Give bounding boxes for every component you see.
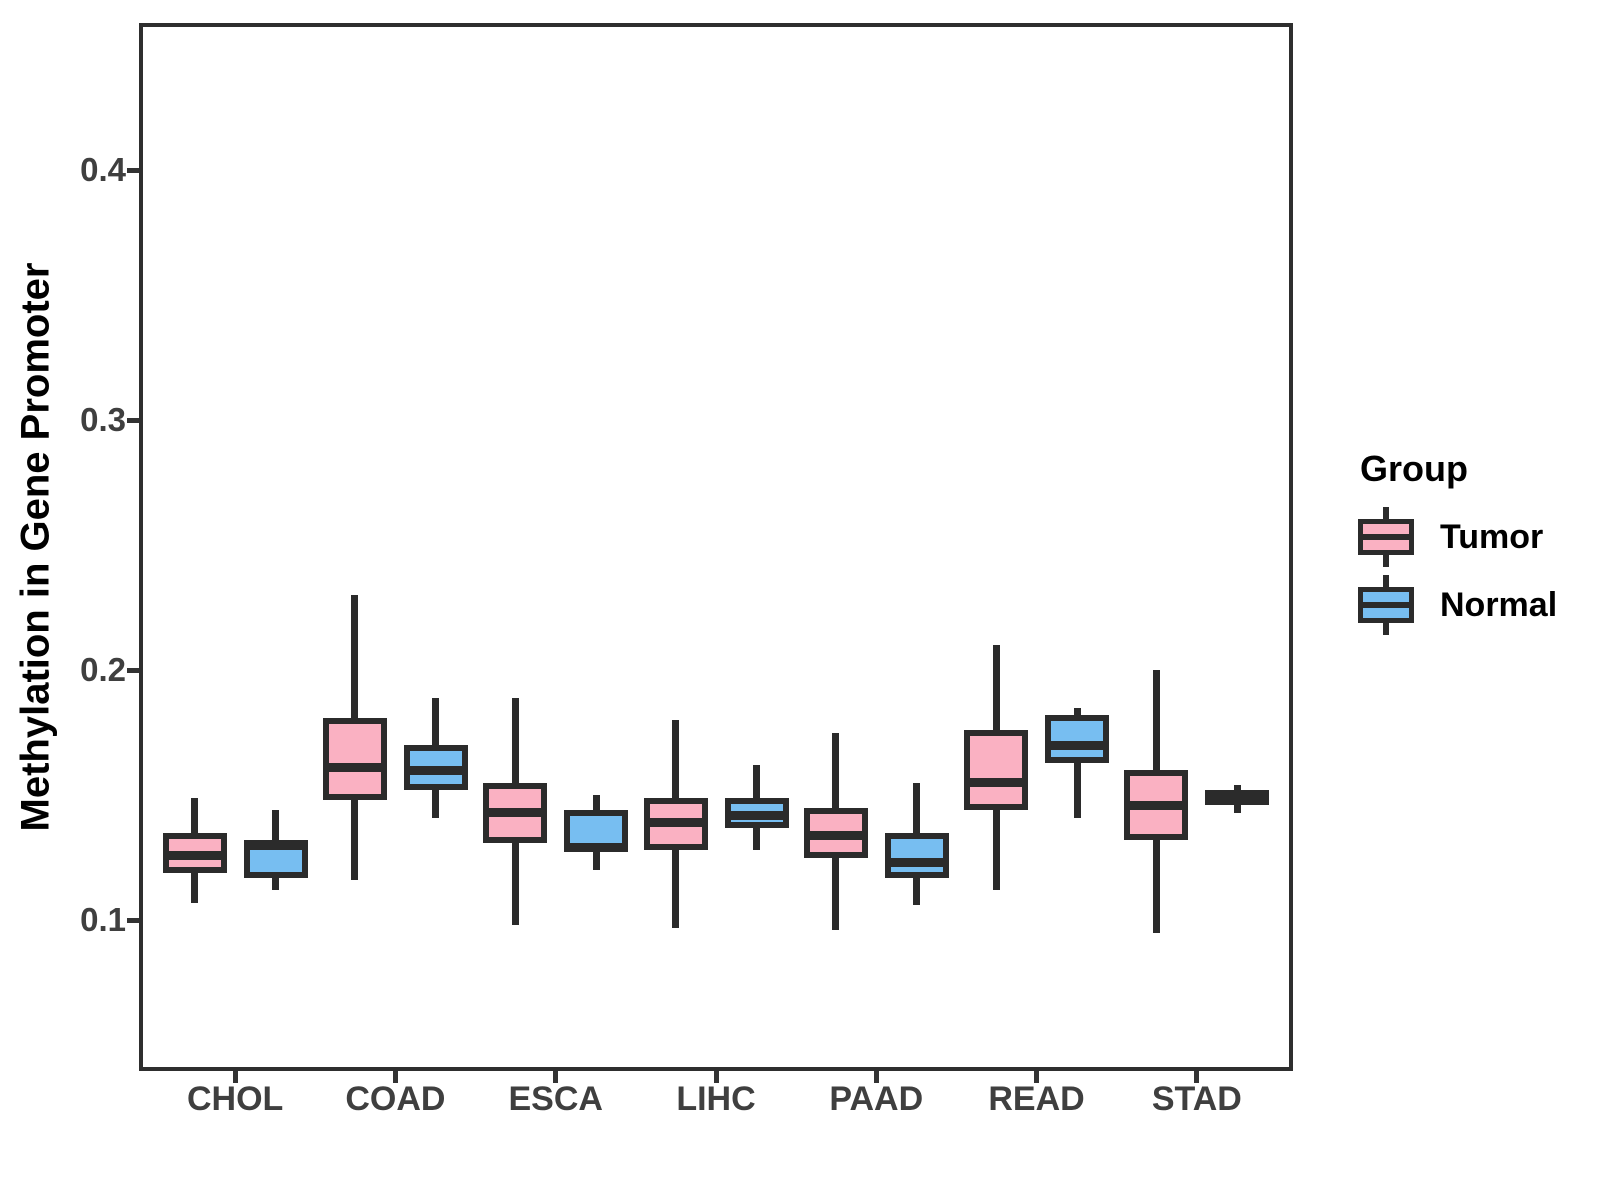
- x-axis-tick: [1034, 1071, 1040, 1083]
- median-STAD-Normal: [1205, 793, 1270, 802]
- median-COAD-Tumor: [322, 763, 387, 772]
- median-READ-Tumor: [964, 778, 1029, 787]
- median-CHOL-Tumor: [162, 850, 227, 860]
- y-axis-tick: [127, 917, 139, 923]
- x-axis-category-label: ESCA: [508, 1080, 603, 1118]
- box-READ-Normal: [1045, 715, 1110, 763]
- median-STAD-Tumor: [1124, 800, 1189, 810]
- x-axis-category-label: CHOL: [186, 1080, 284, 1118]
- x-axis-tick: [232, 1071, 238, 1083]
- legend-key-median: [1358, 602, 1414, 608]
- legend: Group Tumor Normal: [1358, 448, 1598, 642]
- median-ESCA-Tumor: [483, 808, 548, 817]
- x-axis-category-label: COAD: [345, 1080, 446, 1118]
- median-COAD-Normal: [403, 765, 468, 775]
- plot-panel: [139, 23, 1293, 1071]
- legend-item-tumor: Tumor: [1358, 506, 1598, 568]
- legend-key-median: [1358, 534, 1414, 540]
- x-axis-tick: [392, 1071, 398, 1083]
- median-PAAD-Normal: [884, 858, 949, 867]
- y-axis-tick: [127, 167, 139, 173]
- box-PAAD-Normal: [884, 832, 949, 878]
- x-axis-tick: [553, 1071, 559, 1083]
- y-axis-tick: [127, 667, 139, 673]
- y-axis-tick-label: 0.3: [80, 401, 126, 438]
- box-READ-Tumor: [964, 730, 1029, 810]
- x-axis-tick: [713, 1071, 719, 1083]
- box-COAD-Tumor: [322, 717, 387, 800]
- y-axis-tick-label: 0.4: [80, 151, 126, 188]
- median-PAAD-Tumor: [803, 830, 868, 840]
- legend-key-tumor-boxplot-icon: [1358, 507, 1414, 567]
- y-axis-title: Methylation in Gene Promoter: [13, 262, 58, 832]
- legend-items: Tumor Normal: [1358, 506, 1598, 636]
- legend-key-normal-boxplot-icon: [1358, 575, 1414, 635]
- x-axis-tick: [1194, 1071, 1200, 1083]
- median-ESCA-Normal: [564, 843, 629, 852]
- x-axis-category-label: PAAD: [829, 1080, 924, 1118]
- median-LIHC-Tumor: [643, 818, 708, 827]
- whisker-READ-Normal: [1073, 707, 1081, 818]
- legend-item-normal: Normal: [1358, 574, 1598, 636]
- median-CHOL-Normal: [243, 840, 308, 850]
- y-axis-tick: [127, 417, 139, 423]
- x-axis-tick: [873, 1071, 879, 1083]
- x-axis-category-label: STAD: [1151, 1080, 1242, 1118]
- legend-label-tumor: Tumor: [1440, 517, 1544, 556]
- x-axis-category-label: READ: [988, 1080, 1085, 1118]
- x-axis-category-label: LIHC: [676, 1080, 756, 1118]
- y-axis-tick-label: 0.2: [80, 651, 126, 688]
- legend-title: Group: [1360, 448, 1468, 489]
- legend-label-normal: Normal: [1440, 585, 1558, 624]
- median-READ-Normal: [1045, 740, 1110, 750]
- y-axis-tick-label: 0.1: [80, 901, 126, 938]
- median-LIHC-Normal: [724, 810, 789, 820]
